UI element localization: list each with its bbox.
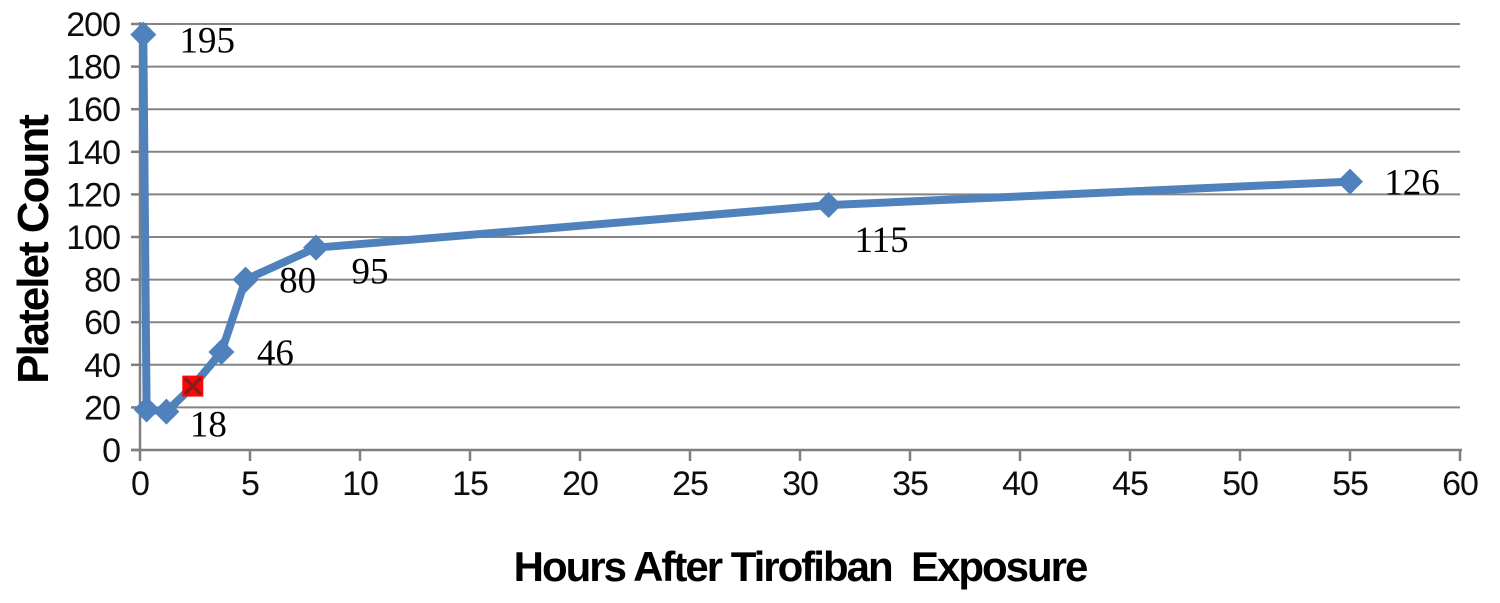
x-tick-label: 5 xyxy=(241,465,259,503)
data-point-marker xyxy=(130,21,157,48)
data-point-label: 46 xyxy=(257,333,294,374)
data-point-label: 126 xyxy=(1384,163,1440,204)
y-tick-label: 80 xyxy=(84,262,120,300)
data-point-marker xyxy=(1337,168,1363,195)
x-tick-label: 35 xyxy=(892,465,928,503)
x-tick-label: 10 xyxy=(342,465,378,503)
data-point-marker xyxy=(208,339,235,366)
data-point-label: 18 xyxy=(190,405,227,446)
x-tick-label: 25 xyxy=(672,465,708,503)
y-tick-label: 140 xyxy=(66,134,120,172)
y-axis-title: Platelet Count xyxy=(9,116,58,384)
x-tick-label: 0 xyxy=(131,465,149,503)
x-tick-label: 55 xyxy=(1332,465,1368,503)
data-point-marker xyxy=(133,396,160,423)
x-axis-title: Hours After Tirofiban Exposure xyxy=(513,543,1089,590)
y-tick-label: 120 xyxy=(66,176,120,214)
data-point-marker xyxy=(303,234,329,261)
y-tick-label: 180 xyxy=(66,49,120,87)
data-point-label: 80 xyxy=(279,261,316,302)
x-tick-label: 45 xyxy=(1112,465,1148,503)
x-tick-label: 15 xyxy=(452,465,488,503)
y-tick-label: 100 xyxy=(66,219,120,257)
data-point-label: 115 xyxy=(855,220,909,261)
data-point-marker xyxy=(815,192,842,219)
y-tick-label: 20 xyxy=(84,389,120,427)
x-tick-label: 40 xyxy=(1002,465,1038,503)
y-tick-label: 0 xyxy=(102,432,120,470)
data-point-label: 195 xyxy=(180,21,236,62)
y-tick-label: 40 xyxy=(84,347,120,385)
data-point-marker xyxy=(232,266,259,293)
x-tick-label: 20 xyxy=(562,465,598,503)
x-tick-label: 50 xyxy=(1222,465,1258,503)
series-line xyxy=(139,30,1354,416)
x-tick-label: 30 xyxy=(782,465,818,503)
x-tick-label: 60 xyxy=(1442,465,1478,503)
data-point-marker xyxy=(153,398,180,425)
data-point-label: 95 xyxy=(352,252,389,293)
y-tick-label: 160 xyxy=(66,91,120,129)
event-marker-x xyxy=(183,376,203,396)
y-tick-label: 60 xyxy=(84,304,120,342)
y-tick-label: 200 xyxy=(66,6,120,44)
